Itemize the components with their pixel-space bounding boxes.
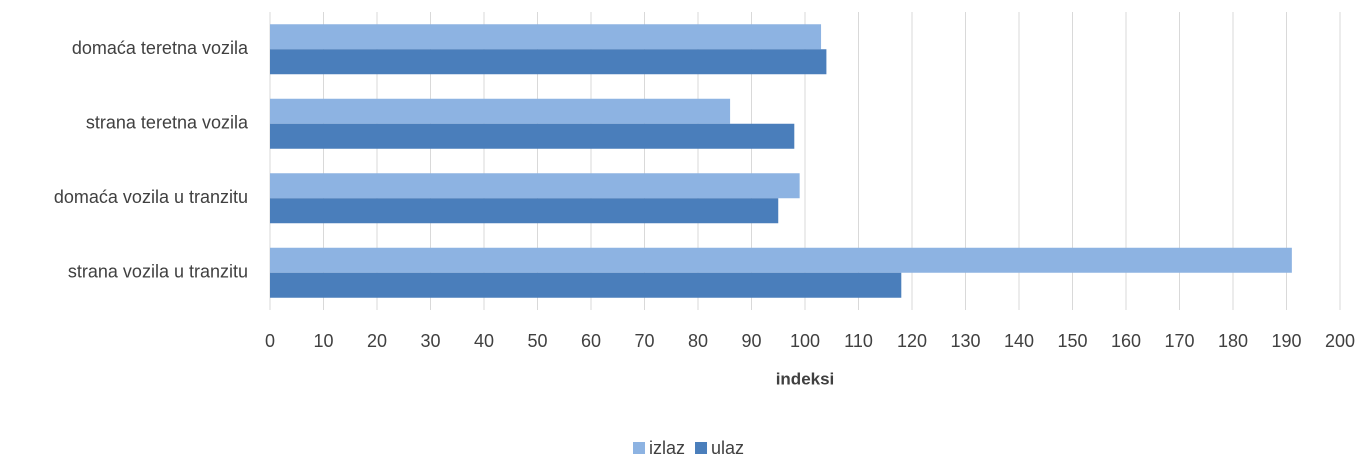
x-tick-label: 20 bbox=[367, 331, 387, 351]
x-tick-label: 90 bbox=[741, 331, 761, 351]
bar bbox=[270, 24, 822, 50]
x-tick-label: 160 bbox=[1111, 331, 1141, 351]
x-tick-label: 0 bbox=[265, 331, 275, 351]
x-tick-label: 190 bbox=[1271, 331, 1301, 351]
x-tick-label: 80 bbox=[688, 331, 708, 351]
x-tick-label: 150 bbox=[1057, 331, 1087, 351]
x-tick-label: 170 bbox=[1164, 331, 1194, 351]
legend-swatch bbox=[633, 442, 645, 454]
y-tick-label: domaća vozila u tranzitu bbox=[54, 187, 248, 207]
x-tick-label: 70 bbox=[634, 331, 654, 351]
bar bbox=[270, 173, 800, 199]
legend-swatch bbox=[695, 442, 708, 454]
y-tick-label: strana teretna vozila bbox=[86, 113, 249, 133]
x-tick-label: 180 bbox=[1218, 331, 1248, 351]
x-tick-label: 60 bbox=[581, 331, 601, 351]
bar bbox=[270, 49, 827, 75]
x-tick-label: 10 bbox=[313, 331, 333, 351]
legend-label: ulaz bbox=[711, 438, 744, 456]
x-axis-title: indeksi bbox=[776, 369, 835, 388]
x-tick-label: 140 bbox=[1004, 331, 1034, 351]
bar bbox=[270, 272, 902, 298]
x-tick-label: 30 bbox=[420, 331, 440, 351]
legend-label: izlaz bbox=[649, 438, 685, 456]
x-tick-label: 110 bbox=[844, 331, 873, 351]
x-tick-label: 200 bbox=[1325, 331, 1355, 351]
x-tick-label: 100 bbox=[790, 331, 820, 351]
x-tick-label: 40 bbox=[474, 331, 494, 351]
bar bbox=[270, 98, 731, 124]
x-tick-label: 50 bbox=[527, 331, 547, 351]
y-tick-label: domaća teretna vozila bbox=[72, 38, 249, 58]
x-tick-label: 130 bbox=[950, 331, 980, 351]
bar bbox=[270, 247, 1292, 273]
x-tick-label: 120 bbox=[897, 331, 927, 351]
bar bbox=[270, 198, 779, 224]
bar bbox=[270, 123, 795, 149]
y-tick-label: strana vozila u tranzitu bbox=[68, 262, 248, 282]
